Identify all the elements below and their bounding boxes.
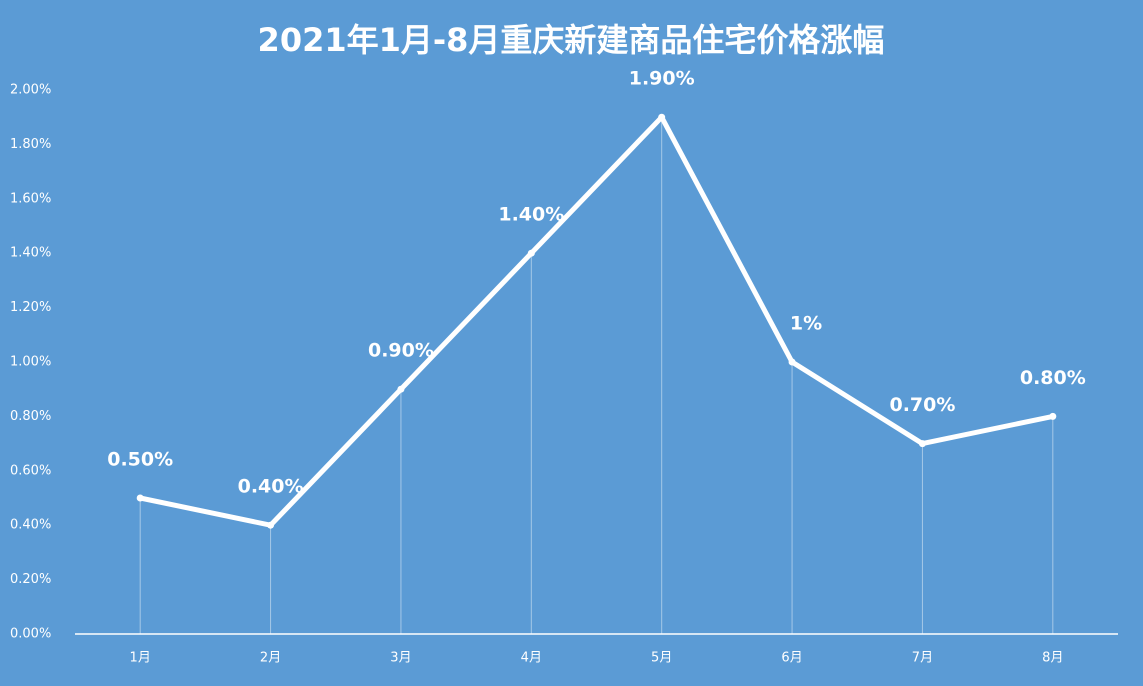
y-tick-label: 2.00% [10,83,51,98]
point [1049,412,1057,420]
point [267,521,275,529]
point [397,385,405,393]
y-tick-label: 0.80% [10,409,51,424]
y-tick-label: 0.40% [10,518,51,533]
point [658,113,666,121]
y-tick-label: 0.00% [10,627,51,642]
chart-title: 2021年1月-8月重庆新建商品住宅价格涨幅 [258,21,885,59]
y-tick-label: 1.20% [10,300,51,315]
x-tick-label: 1月 [130,651,151,666]
x-tick-label: 7月 [912,651,933,666]
value-label: 0.90% [368,340,434,362]
value-label: 0.40% [238,476,304,498]
x-tick-label: 8月 [1042,651,1063,666]
y-tick-label: 0.60% [10,463,51,478]
value-label: 1% [790,313,822,335]
y-tick-label: 1.60% [10,191,51,206]
y-tick-label: 1.40% [10,246,51,261]
point [788,358,796,366]
y-tick-label: 1.00% [10,355,51,370]
value-label: 0.70% [889,394,955,416]
value-label: 0.50% [107,449,173,471]
point [136,494,144,502]
y-tick-label: 1.80% [10,137,51,152]
value-label: 1.90% [629,68,695,90]
line-series [139,114,1054,528]
point [527,249,535,257]
value-label: 1.40% [498,204,564,226]
value-label: 0.80% [1020,367,1086,389]
x-tick-label: 4月 [521,651,542,666]
x-tick-label: 5月 [651,651,672,666]
point [918,440,926,448]
x-tick-label: 6月 [781,651,802,666]
y-tick-label: 0.20% [10,572,51,587]
x-tick-label: 2月 [260,651,281,666]
x-tick-label: 3月 [390,651,411,666]
